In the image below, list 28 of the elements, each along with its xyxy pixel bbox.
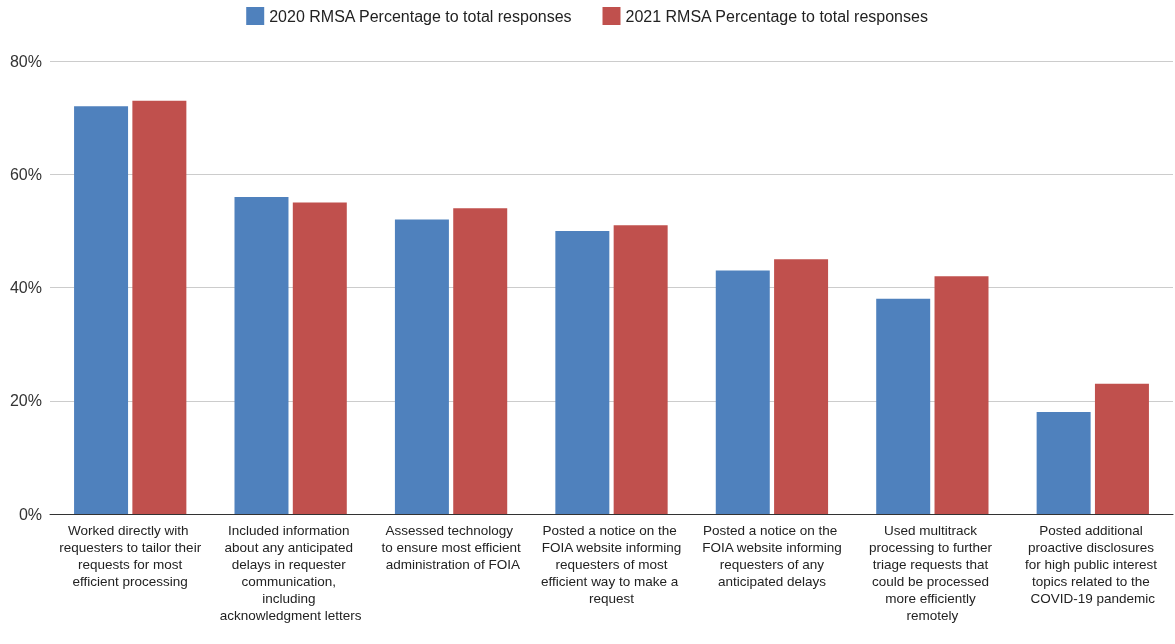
x-tick-label: Posted a notice on the FOIA website informing requesters of any anticipated delays <box>702 523 842 589</box>
x-tick-label: Assessed technology to ensure most efficient administration of FOIA <box>381 523 521 572</box>
bar <box>774 259 829 514</box>
x-tick-label: Included information about any anticipated delays in requester communication, including acknowledgment letters <box>219 523 362 623</box>
y-tick-label: 20% <box>9 392 42 410</box>
y-tick-label: 40% <box>9 279 42 296</box>
bar <box>74 106 129 514</box>
bar <box>1036 412 1091 514</box>
bar <box>934 276 989 514</box>
y-tick-label: 80% <box>9 52 42 70</box>
legend-label: 2020 RMSA Percentage to total responses <box>269 7 572 25</box>
bar <box>613 225 668 514</box>
bar <box>1094 383 1149 514</box>
bar <box>394 219 449 514</box>
bar <box>453 208 508 514</box>
legend-label: 2021 RMSA Percentage to total responses <box>625 7 928 25</box>
bar <box>132 100 187 514</box>
bar <box>876 298 931 514</box>
x-tick-label: Worked directly with requesters to tailor their requests for most efficient processing <box>59 523 202 589</box>
bar <box>292 202 347 514</box>
x-tick-label: Used multitrack processing to further triage requests that could be processed more efficiently remotely <box>868 523 996 623</box>
y-tick-label: 60% <box>9 165 42 183</box>
x-tick-label: Posted a notice on the FOIA website informing requesters of most efficient way to make a request <box>541 523 682 606</box>
y-tick-label: 0% <box>18 505 42 523</box>
bar <box>234 196 289 514</box>
x-tick-label: Posted additional proactive disclosures for high public interest topics related to the COVID-19 pandemic <box>1024 523 1161 606</box>
bar <box>715 270 770 514</box>
bar <box>555 230 610 514</box>
